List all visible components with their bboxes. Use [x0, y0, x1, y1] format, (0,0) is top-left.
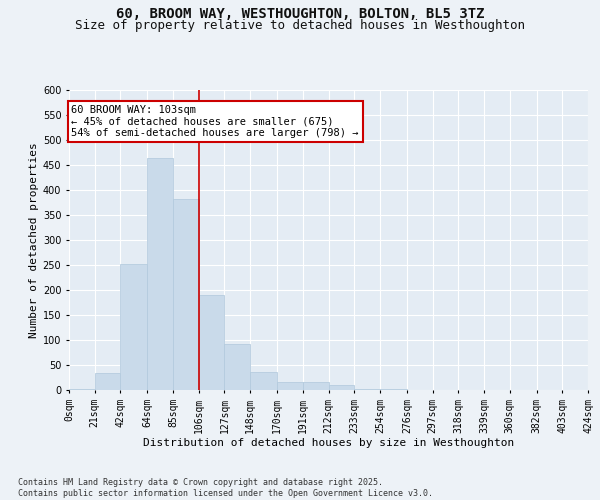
- Y-axis label: Number of detached properties: Number of detached properties: [29, 142, 38, 338]
- Bar: [69, 389, 95, 390]
- Bar: [199, 295, 224, 390]
- Bar: [329, 385, 354, 390]
- Text: 60 BROOM WAY: 103sqm
← 45% of detached houses are smaller (675)
54% of semi-deta: 60 BROOM WAY: 103sqm ← 45% of detached h…: [71, 105, 359, 138]
- Bar: [173, 199, 199, 390]
- Bar: [354, 388, 380, 390]
- Text: Size of property relative to detached houses in Westhoughton: Size of property relative to detached ho…: [75, 18, 525, 32]
- Bar: [277, 382, 303, 390]
- Bar: [380, 389, 407, 390]
- Bar: [303, 382, 329, 390]
- Text: Contains HM Land Registry data © Crown copyright and database right 2025.
Contai: Contains HM Land Registry data © Crown c…: [18, 478, 433, 498]
- Bar: [95, 372, 121, 390]
- Bar: [250, 372, 277, 390]
- X-axis label: Distribution of detached houses by size in Westhoughton: Distribution of detached houses by size …: [143, 438, 514, 448]
- Bar: [224, 344, 250, 390]
- Bar: [148, 158, 173, 390]
- Bar: [121, 264, 148, 390]
- Text: 60, BROOM WAY, WESTHOUGHTON, BOLTON, BL5 3TZ: 60, BROOM WAY, WESTHOUGHTON, BOLTON, BL5…: [116, 8, 484, 22]
